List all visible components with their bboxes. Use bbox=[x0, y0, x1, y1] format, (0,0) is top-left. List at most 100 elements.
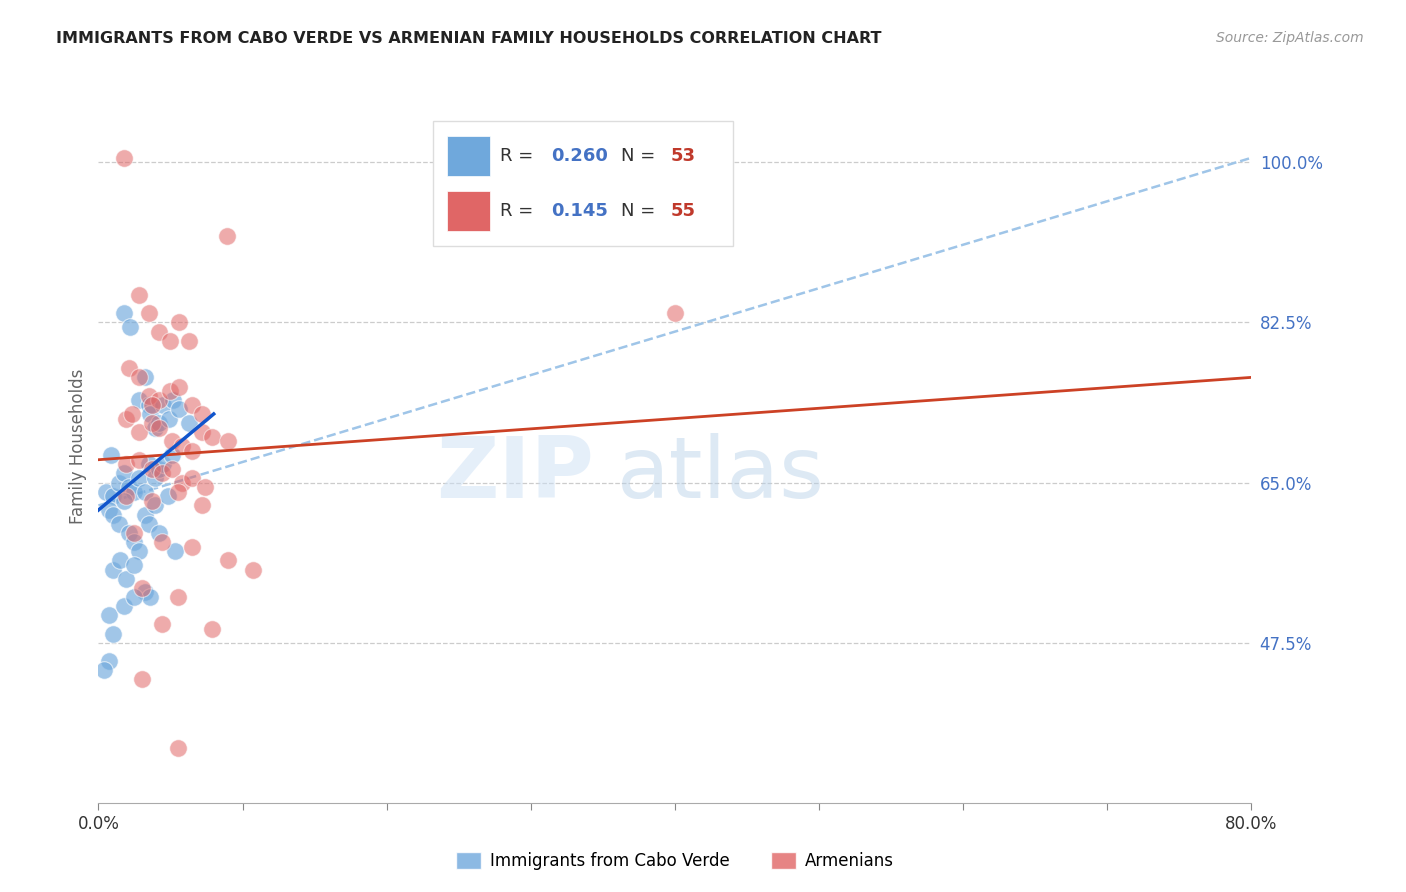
Point bbox=[112, 599, 135, 613]
Point bbox=[148, 420, 170, 434]
Point bbox=[114, 458, 136, 472]
Point bbox=[134, 585, 156, 599]
Point bbox=[170, 475, 193, 490]
Point bbox=[134, 508, 156, 522]
Point bbox=[179, 416, 201, 430]
Point bbox=[156, 489, 179, 503]
Point bbox=[242, 562, 264, 576]
Point bbox=[167, 316, 190, 330]
Point bbox=[160, 448, 183, 462]
Text: N =: N = bbox=[620, 147, 661, 165]
Point bbox=[107, 475, 129, 490]
Point bbox=[166, 740, 188, 755]
Point bbox=[97, 503, 120, 517]
Point bbox=[181, 540, 204, 554]
Point bbox=[112, 151, 135, 165]
Point bbox=[139, 590, 162, 604]
Point bbox=[152, 398, 174, 412]
Point bbox=[191, 499, 214, 513]
Text: Source: ZipAtlas.com: Source: ZipAtlas.com bbox=[1216, 31, 1364, 45]
Point bbox=[194, 480, 217, 494]
Text: R =: R = bbox=[499, 147, 538, 165]
Point bbox=[179, 334, 201, 348]
FancyBboxPatch shape bbox=[433, 121, 733, 246]
Point bbox=[112, 306, 135, 320]
Point bbox=[167, 402, 190, 417]
Point bbox=[107, 516, 129, 531]
Text: R =: R = bbox=[499, 202, 538, 220]
Point bbox=[93, 663, 115, 677]
Point bbox=[131, 673, 153, 687]
Point bbox=[124, 590, 146, 604]
Point bbox=[160, 462, 183, 476]
Point bbox=[114, 572, 136, 586]
Point bbox=[118, 525, 141, 540]
Point bbox=[128, 452, 150, 467]
Point bbox=[138, 516, 160, 531]
Point bbox=[141, 462, 163, 476]
Point bbox=[114, 411, 136, 425]
Point bbox=[128, 471, 150, 485]
Point bbox=[120, 320, 142, 334]
Point bbox=[128, 370, 150, 384]
Point bbox=[101, 508, 124, 522]
Point bbox=[148, 393, 170, 408]
Point bbox=[138, 389, 160, 403]
Point bbox=[215, 228, 238, 243]
Point bbox=[118, 361, 141, 376]
Text: ZIP: ZIP bbox=[436, 433, 595, 516]
Point bbox=[170, 439, 193, 453]
Point bbox=[157, 411, 180, 425]
Point bbox=[97, 608, 120, 623]
Point bbox=[143, 499, 166, 513]
Point bbox=[159, 334, 181, 348]
Point bbox=[139, 407, 162, 421]
Point bbox=[201, 622, 224, 636]
Point bbox=[191, 407, 214, 421]
Point bbox=[150, 535, 173, 549]
Point bbox=[148, 416, 170, 430]
Text: 0.145: 0.145 bbox=[551, 202, 609, 220]
Point bbox=[128, 288, 150, 302]
Point bbox=[101, 562, 124, 576]
Point bbox=[141, 494, 163, 508]
Point bbox=[101, 626, 124, 640]
Point bbox=[148, 525, 170, 540]
Point bbox=[181, 398, 204, 412]
Point bbox=[118, 480, 141, 494]
Point bbox=[159, 384, 181, 398]
Point bbox=[108, 553, 131, 567]
Point bbox=[148, 462, 170, 476]
Point bbox=[152, 458, 174, 472]
Point bbox=[141, 398, 163, 412]
Point bbox=[166, 484, 188, 499]
Point bbox=[160, 434, 183, 449]
Point bbox=[166, 590, 188, 604]
Point bbox=[134, 370, 156, 384]
Point bbox=[143, 420, 166, 434]
Point bbox=[191, 425, 214, 440]
Point bbox=[150, 467, 173, 481]
Point bbox=[124, 525, 146, 540]
Point bbox=[128, 393, 150, 408]
Point bbox=[143, 471, 166, 485]
Point bbox=[162, 393, 184, 408]
Point bbox=[131, 581, 153, 595]
Point bbox=[128, 544, 150, 558]
Point bbox=[664, 306, 686, 320]
Point bbox=[101, 489, 124, 503]
Point bbox=[114, 489, 136, 503]
Text: IMMIGRANTS FROM CABO VERDE VS ARMENIAN FAMILY HOUSEHOLDS CORRELATION CHART: IMMIGRANTS FROM CABO VERDE VS ARMENIAN F… bbox=[56, 31, 882, 46]
Point bbox=[100, 448, 122, 462]
Point bbox=[128, 425, 150, 440]
Bar bbox=[447, 136, 491, 177]
Point bbox=[124, 484, 146, 499]
Point bbox=[163, 544, 186, 558]
Point bbox=[138, 306, 160, 320]
Point bbox=[150, 617, 173, 632]
Point bbox=[201, 430, 224, 444]
Point bbox=[138, 458, 160, 472]
Point bbox=[97, 654, 120, 668]
Text: atlas: atlas bbox=[617, 433, 825, 516]
Point bbox=[167, 379, 190, 393]
